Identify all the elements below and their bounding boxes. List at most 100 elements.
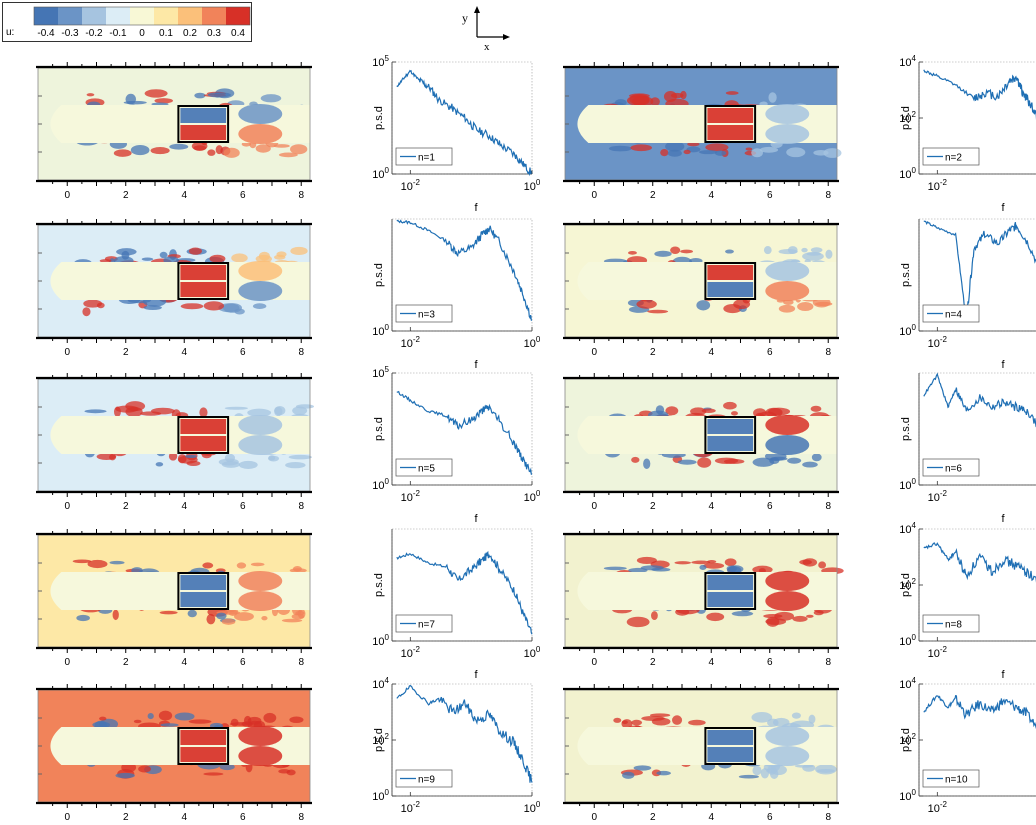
contour-x-tick-label: 8 xyxy=(825,347,831,358)
contour-x-tick-label: 0 xyxy=(591,657,597,668)
x-axis-indicator-label: x xyxy=(484,41,490,52)
shear-layer-blob xyxy=(247,716,262,725)
contour-x-tick-label: 8 xyxy=(298,812,304,823)
shear-layer-blob xyxy=(701,408,716,414)
psd-x-tick-label: 10-2 xyxy=(928,335,948,350)
shear-layer-blob xyxy=(631,456,640,463)
shear-layer-blob xyxy=(696,300,711,311)
wake-blob-lower xyxy=(765,746,810,766)
shear-layer-blob xyxy=(680,90,687,100)
contour-x-tick-label: 0 xyxy=(591,347,597,358)
shear-layer-blob xyxy=(656,770,671,776)
analysis-window-box xyxy=(704,572,757,610)
contour-x-tick-label: 4 xyxy=(708,812,714,823)
psd-legend-box xyxy=(395,614,453,633)
analysis-window-box xyxy=(704,416,757,454)
shear-layer-blob xyxy=(185,454,198,459)
contour-x-tick-label: 0 xyxy=(64,347,70,358)
shear-layer-blob xyxy=(647,309,669,314)
shear-layer-blob xyxy=(160,723,179,727)
contour-x-tick-label: 4 xyxy=(181,501,187,512)
shear-layer-blob xyxy=(683,149,691,155)
shear-layer-blob xyxy=(621,719,633,729)
shear-layer-blob xyxy=(608,145,632,152)
contour-x-tick-label: 6 xyxy=(240,812,246,823)
box-upper-lobe xyxy=(707,265,754,280)
shear-layer-blob xyxy=(278,769,291,774)
psd-legend-box xyxy=(922,304,980,323)
shear-layer-blob xyxy=(199,407,208,418)
shear-layer-blob xyxy=(291,613,305,620)
shear-layer-blob xyxy=(292,566,302,572)
shear-layer-blob xyxy=(180,303,204,310)
analysis-window-box xyxy=(177,416,230,454)
shear-layer-blob xyxy=(231,253,248,263)
contour-x-tick-label: 6 xyxy=(240,657,246,668)
psd-x-tick-label: 100 xyxy=(524,645,541,660)
shear-layer-blob xyxy=(665,406,679,416)
shear-layer-blob xyxy=(247,408,272,417)
box-upper-lobe xyxy=(707,730,754,745)
shear-layer-blob xyxy=(636,556,657,564)
shear-layer-blob xyxy=(752,457,775,467)
analysis-window-box xyxy=(704,105,757,143)
shear-layer-blob xyxy=(660,148,669,157)
colorbar-frame xyxy=(33,6,251,26)
psd-y-tick-label: 100 xyxy=(372,323,389,338)
shear-layer-blob xyxy=(99,259,112,263)
colorbar: u: -0.4 -0.3 -0.2 -0.1 0 0.1 0.2 0.3 0.4 xyxy=(2,2,252,42)
axes-indicator: y x xyxy=(462,6,510,52)
mode-panel-7: 0 2 4 6 8 100 10-2 100 f p.s.d n=7 xyxy=(36,528,541,681)
contour-x-tick-label: 0 xyxy=(64,812,70,823)
psd-y-axis-label: p.s.d xyxy=(373,728,385,752)
shear-layer-blob xyxy=(665,141,685,152)
shear-layer-blob xyxy=(255,144,271,153)
psd-legend-label: n=4 xyxy=(945,310,962,321)
analysis-window-box xyxy=(704,727,757,765)
shear-layer-blob xyxy=(186,460,201,466)
shear-layer-blob xyxy=(206,613,216,625)
shear-layer-blob xyxy=(218,458,239,466)
contour-x-tick-label: 8 xyxy=(825,501,831,512)
box-upper-lobe xyxy=(180,730,227,745)
colorbar-variable-label: u: xyxy=(6,27,14,38)
shear-layer-blob xyxy=(207,149,216,156)
shear-layer-blob xyxy=(626,616,650,628)
shear-layer-blob xyxy=(138,765,151,773)
shear-layer-blob xyxy=(252,303,267,310)
y-axis-indicator-label: y xyxy=(462,11,468,25)
psd-x-tick-label: 10-2 xyxy=(928,178,948,193)
psd-legend-box xyxy=(395,769,453,788)
psd-legend-box xyxy=(922,769,980,788)
shear-layer-blob xyxy=(714,150,727,156)
box-lower-lobe xyxy=(180,592,227,607)
psd-y-tick-label: 100 xyxy=(899,166,916,181)
contour-x-tick-label: 6 xyxy=(240,190,246,201)
shear-layer-blob xyxy=(144,89,168,98)
psd-y-axis-label: p.s.d xyxy=(900,263,912,287)
shear-layer-blob xyxy=(158,710,173,721)
colorbar-tick-label: -0.1 xyxy=(109,28,127,39)
box-lower-lobe xyxy=(180,436,227,451)
shear-layer-blob xyxy=(260,94,282,103)
psd-x-tick-label: 10-2 xyxy=(928,489,948,504)
mode-panel-3: 0 2 4 6 8 100 10-2 100 f p.s.d n=3 xyxy=(36,218,541,371)
contour-x-tick-label: 6 xyxy=(767,347,773,358)
shear-layer-blob xyxy=(672,715,683,725)
shear-layer-blob xyxy=(680,249,694,254)
shear-layer-blob xyxy=(159,251,168,259)
shear-layer-blob xyxy=(116,248,137,256)
contour-x-tick-label: 4 xyxy=(708,347,714,358)
shear-layer-blob xyxy=(147,713,154,720)
colorbar-swatch xyxy=(34,7,58,25)
psd-legend-box xyxy=(922,458,980,477)
psd-x-tick-label: 10-2 xyxy=(401,489,421,504)
shear-layer-blob xyxy=(651,611,658,621)
wake-blob-upper xyxy=(765,261,810,281)
colorbar-tick-label: 0.3 xyxy=(207,28,221,39)
psd-y-tick-label: 100 xyxy=(899,477,916,492)
shear-layer-blob xyxy=(691,560,711,565)
shear-layer-blob xyxy=(140,411,162,416)
colorbar-swatch xyxy=(226,7,250,25)
psd-x-axis-label: f xyxy=(474,202,478,214)
